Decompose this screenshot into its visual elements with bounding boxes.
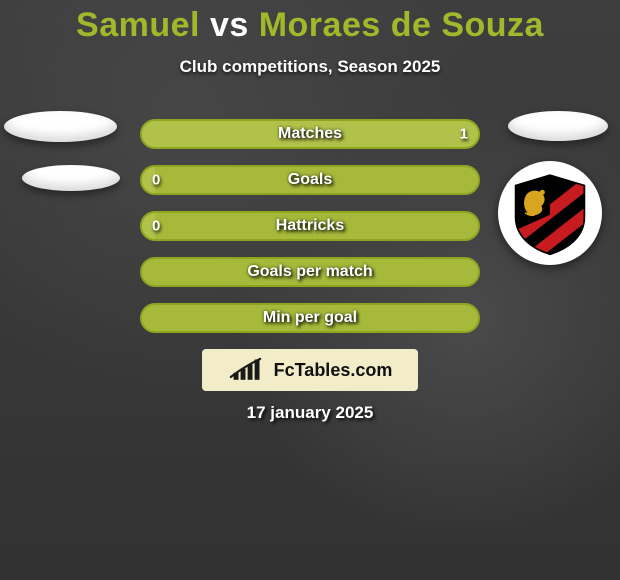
subtitle: Club competitions, Season 2025 [0,57,620,77]
stat-value-right: 1 [460,126,468,143]
stat-label: Goals per match [247,263,372,281]
stat-label: Min per goal [263,309,357,327]
stat-value-left: 0 [152,218,160,235]
stat-row-matches: Matches 1 [140,119,480,149]
left-placeholder-2 [22,165,120,191]
left-placeholder-1 [4,111,117,142]
stat-row-goals: Goals 0 [140,165,480,195]
title-right: Moraes de Souza [259,6,544,44]
right-club-badge [498,161,602,265]
stat-bars: Matches 1 Goals 0 Hattricks 0 Goals per match M… [140,119,480,333]
right-placeholder-1 [508,111,608,141]
page-title: Samuel vs Moraes de Souza [0,0,620,45]
stat-value-left: 0 [152,172,160,189]
stat-label: Matches [278,125,342,143]
shield-icon [507,170,593,256]
title-vs: vs [210,6,249,44]
stat-label: Goals [288,171,332,189]
title-left: Samuel [76,6,200,44]
stat-row-min-per-goal: Min per goal [140,303,480,333]
date-text: 17 january 2025 [0,403,620,423]
stat-row-goals-per-match: Goals per match [140,257,480,287]
fctables-banner: FcTables.com [202,349,418,391]
stat-label: Hattricks [276,217,344,235]
comparison-panel: Matches 1 Goals 0 Hattricks 0 Goals per match M… [0,119,620,423]
bar-chart-icon [228,355,270,385]
stat-row-hattricks: Hattricks 0 [140,211,480,241]
fctables-text: FcTables.com [274,360,393,381]
